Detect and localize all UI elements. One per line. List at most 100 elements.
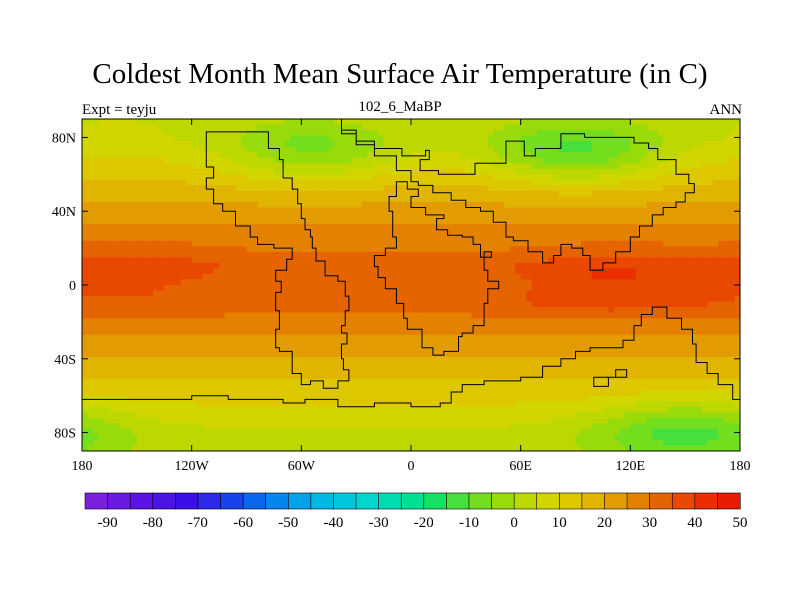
temperature-cell xyxy=(230,262,237,269)
temperature-cell xyxy=(487,152,494,159)
temperature-cell xyxy=(526,262,533,269)
temperature-cell xyxy=(504,174,511,181)
temperature-cell xyxy=(537,268,544,275)
temperature-cell xyxy=(460,135,467,142)
temperature-cell xyxy=(339,334,346,341)
temperature-cell xyxy=(712,202,719,209)
temperature-cell xyxy=(367,185,374,192)
temperature-cell xyxy=(246,290,253,297)
temperature-cell xyxy=(213,235,220,242)
temperature-cell xyxy=(235,152,242,159)
temperature-cell xyxy=(290,307,297,314)
temperature-cell xyxy=(334,318,341,325)
temperature-cell xyxy=(279,119,286,126)
temperature-cell xyxy=(213,290,220,297)
temperature-cell xyxy=(591,229,599,236)
temperature-cell xyxy=(334,329,341,336)
temperature-cell xyxy=(235,329,242,336)
temperature-cell xyxy=(586,196,593,203)
temperature-cell xyxy=(164,141,171,148)
temperature-cell xyxy=(537,224,544,231)
temperature-cell xyxy=(482,235,489,242)
temperature-cell xyxy=(290,179,297,186)
temperature-cell xyxy=(723,312,730,319)
temperature-cell xyxy=(383,163,390,170)
temperature-cell xyxy=(317,213,324,220)
temperature-cell xyxy=(164,202,171,209)
temperature-cell xyxy=(613,124,620,131)
temperature-cell xyxy=(241,218,248,225)
temperature-cell xyxy=(498,218,505,225)
temperature-cell xyxy=(92,290,100,297)
temperature-cell xyxy=(531,190,538,198)
temperature-cell xyxy=(147,163,154,170)
temperature-cell xyxy=(597,168,604,175)
temperature-cell xyxy=(674,318,681,325)
temperature-cell xyxy=(378,251,385,258)
temperature-cell xyxy=(542,218,549,225)
temperature-cell xyxy=(103,135,111,142)
temperature-cell xyxy=(345,290,352,297)
temperature-cell xyxy=(191,262,198,269)
temperature-cell xyxy=(674,141,681,148)
temperature-cell xyxy=(411,213,418,220)
temperature-cell xyxy=(120,318,127,325)
temperature-cell xyxy=(136,218,143,225)
temperature-cell xyxy=(284,185,291,192)
temperature-cell xyxy=(208,229,215,236)
temperature-cell xyxy=(153,240,160,247)
temperature-cell xyxy=(284,146,291,153)
temperature-cell xyxy=(383,285,390,292)
temperature-cell xyxy=(208,246,215,253)
temperature-cell xyxy=(257,179,264,186)
temperature-cell xyxy=(191,307,198,314)
temperature-cell xyxy=(98,246,105,253)
temperature-cell xyxy=(345,312,352,319)
temperature-cell xyxy=(142,262,149,269)
temperature-cell xyxy=(103,307,111,314)
temperature-cell xyxy=(476,279,483,286)
temperature-cell xyxy=(339,257,346,264)
temperature-cell xyxy=(548,202,555,209)
temperature-cell xyxy=(164,213,171,220)
temperature-cell xyxy=(213,345,220,352)
temperature-cell xyxy=(729,207,736,214)
temperature-cell xyxy=(268,202,275,209)
temperature-cell xyxy=(432,224,440,231)
temperature-cell xyxy=(98,301,105,308)
temperature-cell xyxy=(125,290,132,297)
temperature-cell xyxy=(602,190,609,198)
temperature-cell xyxy=(520,262,527,269)
temperature-cell xyxy=(443,340,450,347)
temperature-cell xyxy=(449,246,456,253)
temperature-cell xyxy=(608,218,615,225)
temperature-cell xyxy=(602,301,609,308)
temperature-cell xyxy=(646,279,653,286)
temperature-cell xyxy=(421,262,429,269)
temperature-cell xyxy=(142,224,149,231)
temperature-cell xyxy=(438,285,445,292)
temperature-cell xyxy=(301,229,308,236)
temperature-cell xyxy=(345,334,352,341)
temperature-cell xyxy=(235,290,242,297)
temperature-cell xyxy=(723,290,730,297)
temperature-cell xyxy=(416,262,423,269)
temperature-cell xyxy=(657,190,664,198)
temperature-cell xyxy=(323,207,330,214)
temperature-cell xyxy=(652,119,659,126)
temperature-cell xyxy=(306,290,313,297)
temperature-cell xyxy=(197,141,204,148)
temperature-cell xyxy=(449,235,456,242)
temperature-cell xyxy=(131,246,138,253)
temperature-cell xyxy=(580,268,588,275)
temperature-cell xyxy=(383,345,390,352)
temperature-cell xyxy=(493,285,500,292)
temperature-cell xyxy=(361,196,368,203)
temperature-cell xyxy=(131,312,138,319)
temperature-cell xyxy=(383,124,390,131)
temperature-cell xyxy=(685,246,692,253)
temperature-cell xyxy=(515,224,522,231)
temperature-cell xyxy=(114,318,121,325)
temperature-cell xyxy=(498,152,505,159)
temperature-cell xyxy=(142,334,149,341)
